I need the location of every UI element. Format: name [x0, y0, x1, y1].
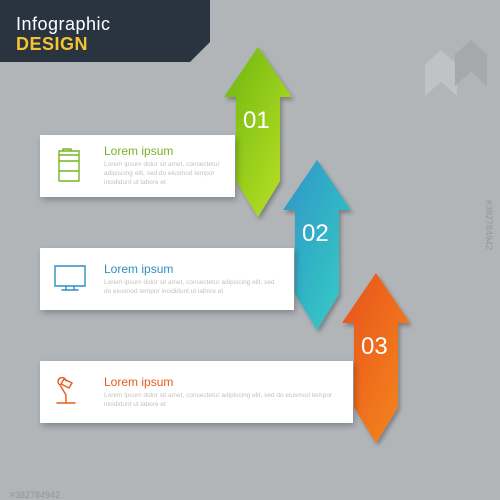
card-body: Lorem ipsum dolor sit amet, consectetur …	[104, 392, 341, 410]
arrow-number: 02	[302, 220, 329, 247]
card-title: Lorem ipsum	[104, 262, 282, 276]
infographic-canvas: InfographicDESIGN010203Lorem ipsumLorem …	[0, 0, 500, 500]
info-card: Lorem ipsum Lorem ipsum dolor sit amet, c…	[40, 248, 294, 310]
card-body: Lorem ipsum dolor sit amet, consectetur …	[104, 161, 223, 187]
watermark: #382784942	[10, 490, 60, 500]
card-title: Lorem ipsum	[104, 144, 223, 158]
desklamp-icon	[40, 361, 100, 423]
info-card: Lorem ipsum Lorem ipsum dolor sit amet, c…	[40, 135, 235, 197]
card-body: Lorem ipsum dolor sit amet, consectetur …	[104, 279, 282, 297]
arrow-number: 01	[243, 107, 270, 134]
shelf-icon	[40, 135, 100, 197]
card-title: Lorem ipsum	[104, 375, 341, 389]
watermark: #382784942	[484, 200, 494, 250]
arrow-number: 03	[361, 333, 388, 360]
monitor-icon	[40, 248, 100, 310]
info-card: Lorem ipsum Lorem ipsum dolor sit amet, c…	[40, 361, 353, 423]
